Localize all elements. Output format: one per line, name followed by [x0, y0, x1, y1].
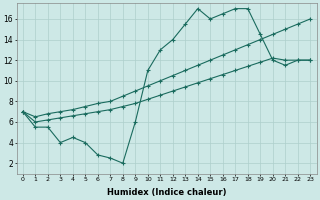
X-axis label: Humidex (Indice chaleur): Humidex (Indice chaleur) — [107, 188, 226, 197]
